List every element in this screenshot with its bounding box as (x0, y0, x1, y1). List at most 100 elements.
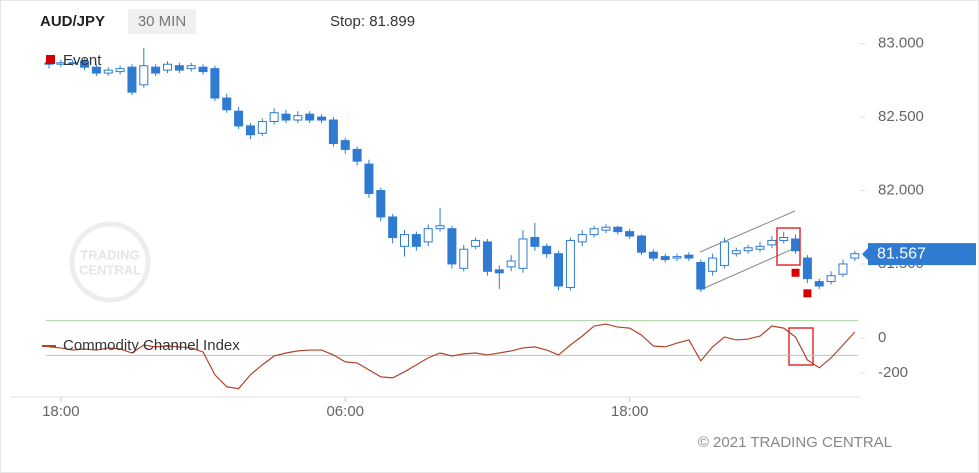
candle-body (826, 275, 836, 283)
candle-body (352, 148, 362, 162)
candle-body (791, 238, 801, 252)
copyright: © 2021 TRADING CENTRAL (698, 434, 892, 451)
candle-body (222, 97, 232, 111)
cci-tick-label: -200 (878, 364, 908, 381)
legend-label: Event (63, 52, 102, 69)
watermark-text: CENTRAL (79, 262, 141, 277)
candle-body (103, 69, 113, 74)
candle-body (731, 250, 741, 255)
candle-body (542, 245, 552, 255)
candle-body (660, 256, 670, 261)
symbol: AUD/JPY (40, 13, 105, 30)
candle-body (174, 65, 184, 71)
candle-body (151, 66, 161, 74)
candle-body (411, 234, 421, 247)
candle-body (186, 65, 196, 70)
stop-label: Stop: 81.899 (330, 13, 415, 30)
candle-body (802, 257, 812, 280)
candle-body (245, 125, 255, 136)
watermark-ring (69, 221, 151, 303)
candle-body (684, 254, 694, 259)
candle-body (601, 226, 611, 231)
candle-body (648, 251, 658, 259)
candle-body (56, 62, 66, 65)
candle-body (637, 235, 646, 253)
legend-marker (46, 55, 55, 64)
candle-body (755, 245, 765, 250)
candle-body (317, 116, 327, 121)
watermark: TRADING CENTRAL (69, 221, 151, 303)
candle-body (494, 269, 504, 274)
event-marker (791, 268, 800, 277)
candle-body (459, 248, 469, 269)
candle-body (589, 228, 599, 236)
candle-body (435, 225, 445, 230)
candle-body (400, 234, 409, 247)
candle-body (139, 65, 149, 86)
cci-tick-label: 0 (878, 329, 886, 346)
cci-line (48, 323, 856, 390)
candle-body (68, 62, 78, 65)
highlight-box (776, 227, 801, 266)
last-price-box (868, 243, 976, 266)
candle-body (743, 247, 753, 252)
candle-body (115, 68, 125, 73)
candle-body (850, 253, 860, 259)
event-marker (803, 289, 812, 298)
candle-body (293, 115, 303, 121)
x-tick-label: 18:00 (611, 403, 649, 420)
candle-body (388, 216, 398, 239)
candle-body (767, 239, 777, 246)
candle-body (163, 63, 172, 71)
candle-body (696, 261, 706, 290)
last-price-pointer (862, 248, 868, 261)
candle-body (719, 241, 729, 266)
legend-label: Commodity Channel Index (63, 337, 240, 354)
candle-body (518, 238, 528, 269)
candle-body (234, 110, 244, 127)
candle-body (328, 119, 338, 145)
y-tick-label: 82.000 (878, 181, 924, 198)
interval: 30 MIN (138, 13, 186, 30)
candle-body (554, 253, 564, 287)
candle-body (577, 234, 587, 243)
candle-body (127, 66, 137, 93)
last-price-label: 81.567 (877, 245, 926, 262)
candle-body (625, 231, 635, 237)
candle-body (80, 60, 90, 68)
candle-body (257, 121, 267, 134)
candle-body (269, 112, 279, 123)
y-tick-label: 83.000 (878, 35, 924, 52)
candle-body (423, 228, 433, 243)
candle-body (447, 228, 457, 265)
x-tick-label: 06:00 (326, 403, 364, 420)
candle-body (506, 260, 516, 268)
candle-body (672, 256, 682, 259)
interval-badge (128, 9, 196, 34)
candle-body (482, 241, 492, 272)
candle-body (340, 140, 350, 150)
candle-body (364, 163, 374, 194)
candle-body (376, 190, 386, 218)
channel-line (699, 247, 796, 291)
candle-body (281, 113, 291, 121)
channel-line (699, 210, 796, 253)
candle-body (471, 239, 481, 247)
candle-body (210, 68, 220, 99)
candle-body (530, 237, 540, 247)
candle-body (565, 239, 575, 288)
candle-body (613, 226, 623, 233)
watermark-text: TRADING (80, 247, 139, 262)
x-tick-label: 18:00 (42, 403, 80, 420)
candle-body (814, 281, 824, 287)
candle-body (305, 113, 315, 121)
candle-body (708, 257, 718, 272)
candle-body (91, 66, 101, 74)
candle-body (779, 237, 789, 241)
highlight-box (788, 327, 814, 366)
candle-body (838, 263, 848, 275)
y-tick-label: 82.500 (878, 108, 924, 125)
